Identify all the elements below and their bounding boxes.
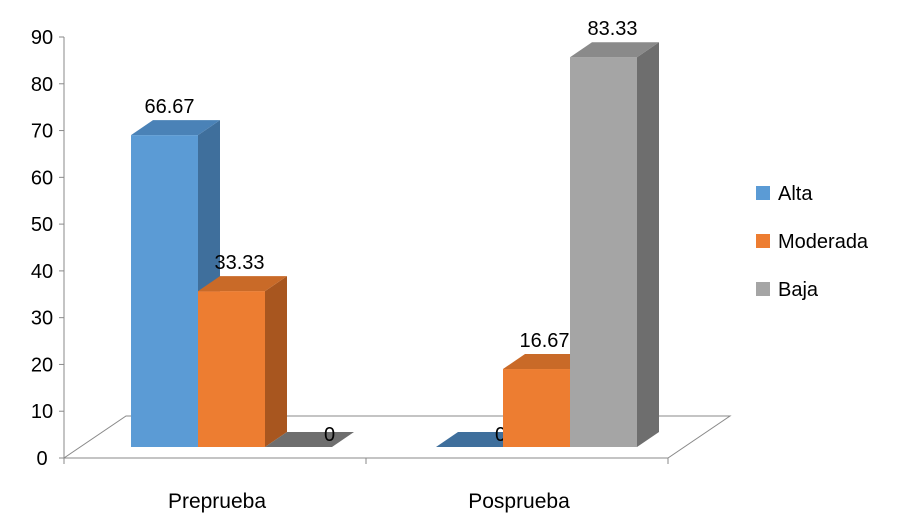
legend-label-baja: Baja (778, 279, 819, 301)
x-category-label: Posprueba (468, 490, 570, 513)
y-tick-label: 50 (31, 214, 53, 236)
bar-top-baja-posprueba (570, 42, 659, 58)
bar-side-baja-posprueba (637, 42, 659, 448)
x-category-label: Preprueba (168, 490, 266, 513)
bar-top-alta-preprueba (131, 120, 220, 136)
legend-swatch-moderada (756, 234, 770, 248)
y-tick-label: 60 (31, 167, 53, 189)
legend-label-alta: Alta (778, 183, 813, 205)
y-tick-label: 0 (36, 448, 47, 470)
bar-flat-alta-posprueba (436, 432, 525, 447)
bar-moderada-preprueba (198, 291, 265, 447)
data-label: 0 (324, 424, 335, 446)
y-tick-label: 70 (31, 121, 53, 143)
data-label: 33.33 (214, 252, 264, 274)
data-label: 83.33 (587, 18, 637, 40)
bar-moderada-posprueba (503, 369, 570, 447)
y-tick-label: 10 (31, 401, 53, 423)
legend-swatch-baja (756, 282, 770, 296)
legend-label-moderada: Moderada (778, 231, 869, 253)
bar-top-moderada-preprueba (198, 276, 287, 292)
y-tick-label: 30 (31, 308, 53, 330)
legend-swatch-alta (756, 186, 770, 200)
bar-flat-baja-preprueba (265, 432, 354, 447)
bar-side-moderada-preprueba (265, 276, 287, 447)
y-tick-label: 80 (31, 74, 53, 96)
y-tick-label: 40 (31, 261, 53, 283)
data-label: 66.67 (144, 96, 194, 118)
bar-top-moderada-posprueba (503, 354, 592, 370)
y-tick-label: 20 (31, 354, 53, 376)
y-tick-label: 90 (31, 27, 53, 49)
data-label: 16.67 (519, 330, 569, 352)
bar-alta-preprueba (131, 135, 198, 447)
bar-baja-posprueba (570, 57, 637, 448)
data-label: 0 (495, 424, 506, 446)
